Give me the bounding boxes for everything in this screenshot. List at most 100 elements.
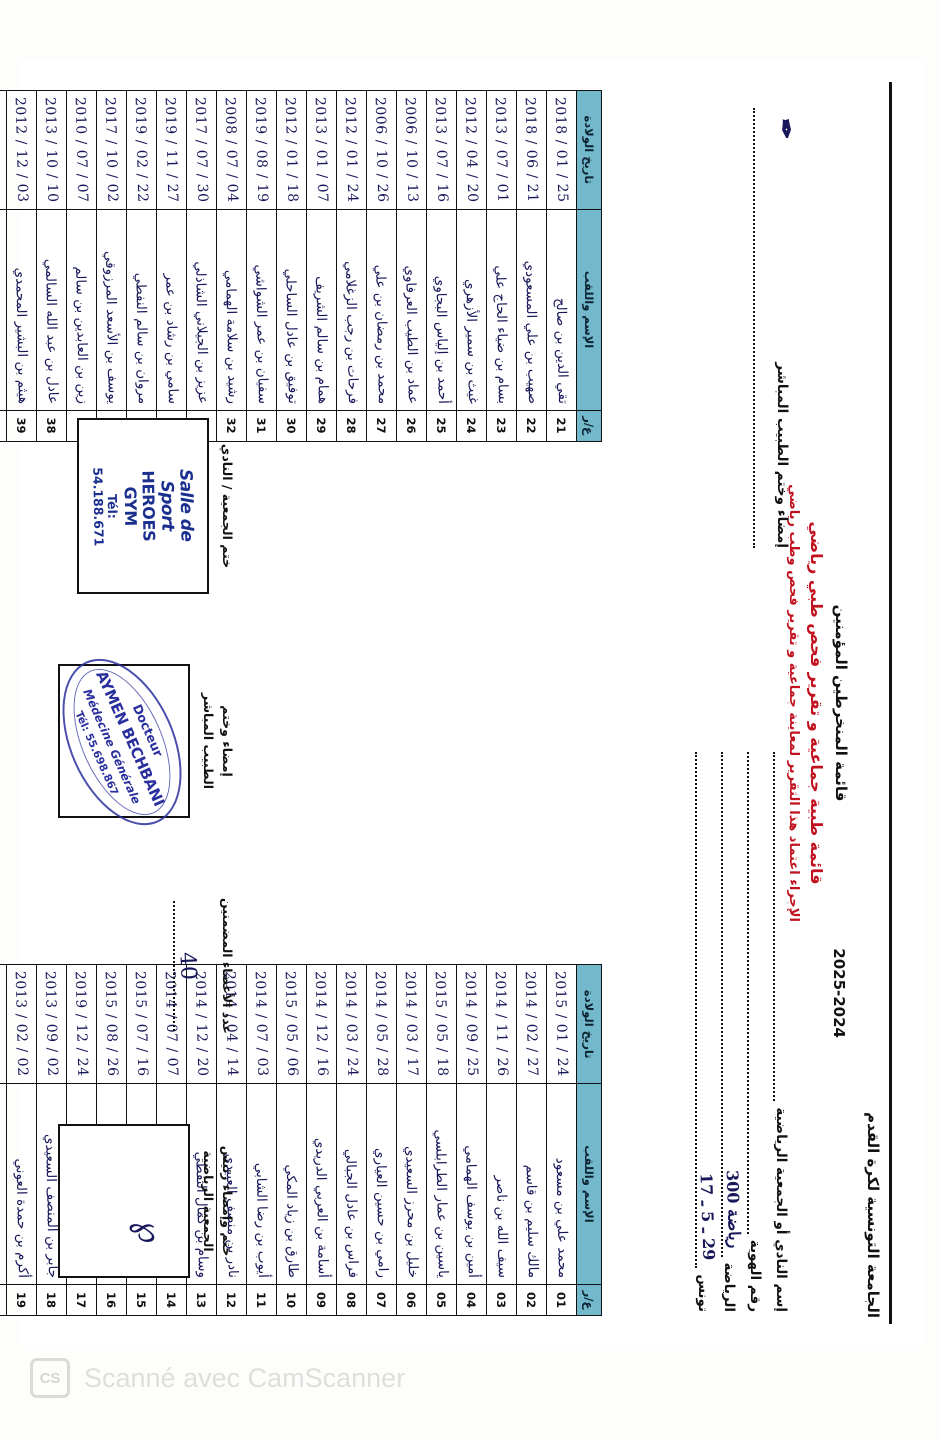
cell-name: ماهر بن يوسف الطرابلسي (0, 1083, 7, 1284)
field-input-id[interactable] (747, 751, 764, 1234)
cell-name: أكرم بن حمدة العوني (6, 1083, 37, 1284)
cell-name-ink: أكرم بن حمدة العوني (12, 1157, 32, 1278)
title-block: قائمة المنخرطين المؤمنين قائمة طبية جماع… (786, 68, 850, 1338)
camscanner-text: Scanné avec CamScanner (84, 1362, 406, 1393)
cell-dob-ink: 03 / 07 / 2014 (252, 970, 271, 1077)
form-title: قائمة المنخرطين المؤمنين (832, 604, 850, 801)
cell-dob-ink: 27 / 02 / 2014 (522, 970, 541, 1077)
table-row: 40ما بن عمار الحسني12 / 06 / 2011 (0, 90, 7, 441)
cell-name-ink: مالك سليم بن قاسم (523, 1163, 542, 1278)
cell-name: مالك سليم بن قاسم (516, 1083, 547, 1284)
cell-num: 40 (0, 409, 7, 441)
field-row-date: تونس 29 ـ 5 ـ 17 (695, 751, 719, 1312)
footer-count-label: عدد الأعضاء المضمنين (220, 897, 235, 1034)
cell-dob: 18 / 05 / 2015 (426, 964, 457, 1083)
physician-signature-ink: ✒ (769, 116, 801, 141)
cell-dob: 18 / 09 / 2012 (0, 964, 7, 1083)
header-name: الإسم واللقب (576, 1083, 602, 1284)
table-row: 27 محمد بن رمضان بن علي 26 / 10 / 2006 (366, 90, 397, 441)
cell-name: ياسين بن عمار الطرابلسي (426, 1083, 457, 1284)
table-row: 26 عماد بن الطيب العرفاوي 13 / 10 / 2006 (396, 90, 427, 441)
cell-name: سيف الله بن ناصر (486, 1083, 517, 1284)
field-label-sport: الرياضة (721, 1262, 737, 1312)
camscanner-icon: CS (30, 1358, 70, 1398)
gym-stamp-box[interactable]: Salle de Sport HEROES GYM Tél: 54.188.67… (77, 417, 210, 594)
cell-dob: 12 / 06 / 2011 (0, 90, 7, 209)
footer-count-value: 40 (174, 950, 201, 981)
cell-dob: 28 / 05 / 2014 (366, 964, 397, 1083)
cell-dob-ink: 06 / 05 / 2015 (282, 970, 301, 1077)
field-input-club[interactable] (773, 751, 790, 1101)
table-row: 05 ياسين بن عمار الطرابلسي 18 / 05 / 2015 (426, 964, 457, 1315)
cell-num: 30 (276, 409, 307, 441)
cell-name-ink: غيث بن سمير الأزهري (462, 277, 482, 404)
cell-num: 28 (336, 409, 367, 441)
cell-name-ink: فرحات بن رجب الزغلامي (342, 259, 362, 404)
cell-dob-ink: 12 / 06 / 2011 (0, 90, 1, 208)
field-row-club: إسم النادي أو الجمعية الرياضية (773, 751, 790, 1312)
cell-name-ink: طارق بن زياد المكي (283, 1163, 302, 1278)
field-row-id: رقم الهوية (747, 751, 764, 1312)
cell-dob-ink: 26 / 11 / 2014 (492, 970, 511, 1077)
president-signature-ink: ℘ (127, 1214, 172, 1247)
cell-num: 39 (6, 409, 37, 441)
footer-president-label: ختم وإمضاء رئيس الجمعية الرياضية (201, 1145, 235, 1256)
footer-count-field[interactable]: 40 (173, 900, 210, 1031)
cell-dob: 20 / 04 / 2012 (456, 90, 487, 209)
cell-dob-ink: 18 / 01 / 2012 (282, 96, 301, 203)
cell-name-ink: هيثم بن البشير المحمدي (12, 266, 32, 404)
header-num: ع/ر (576, 1284, 602, 1315)
cell-dob: 18 / 01 / 2012 (276, 90, 307, 209)
cell-name-ink: توفيق بن عادل الساحلي (282, 267, 302, 404)
president-signature-box[interactable]: ℘ (58, 1123, 191, 1278)
cell-dob: 17 / 03 / 2014 (396, 964, 427, 1083)
gym-stamp-line1: Salle de Sport (156, 468, 197, 542)
gym-stamp-line3: Tél: 54.188.671 (90, 466, 121, 546)
physician-signature-label: إمضاء وختم الطبيب المباشر (774, 361, 790, 548)
cell-name-ink: ماهر بن يوسف الطرابلسي (0, 1083, 2, 1283)
field-label-date: تونس (695, 1273, 711, 1312)
cell-name: أمين بن يوسف الهمامي (456, 1083, 487, 1284)
cell-num: 22 (516, 409, 547, 441)
cell-name-ink: سفيان بن عمر الشواشي (252, 263, 272, 404)
cell-dob: 24 / 03 / 2014 (336, 964, 367, 1083)
table-header-row: ع/ر الإسم واللقب تاريخ الولادة (576, 964, 602, 1315)
cell-name: أحمد بن إلياس البجاوي (426, 208, 457, 410)
header-dob: تاريخ الولادة (576, 90, 602, 209)
cell-num: 24 (456, 409, 487, 441)
cell-name: خليل بن محرز السعيدي (396, 1083, 427, 1284)
cell-name: سفيان بن عمر الشواشي (246, 208, 277, 410)
table-row: 19 أكرم بن حمدة العوني 02 / 02 / 2013 (6, 964, 37, 1315)
field-value-date: 29 ـ 5 ـ 17 (696, 1172, 719, 1261)
cell-name-ink: أسامة بن العربي الدريدي (312, 1137, 332, 1278)
field-input-sport[interactable]: رياضة 300 (721, 751, 744, 1257)
cell-name-ink: خليل بن محرز السعيدي (402, 1145, 422, 1278)
field-input-date[interactable]: 29 ـ 5 ـ 17 (695, 751, 719, 1268)
doctor-stamp-box[interactable]: Docteur AYMEN BECHBANI Médecine Générale… (39, 639, 206, 844)
field-label-club: إسم النادي أو الجمعية الرياضية (773, 1106, 789, 1312)
footer-count-cell: عدد الأعضاء المضمنين 40 (56, 866, 236, 1066)
table-row: 08 فراس بن عادل الجبالي 24 / 03 / 2014 (336, 964, 367, 1315)
cell-dob-ink: 20 / 04 / 2012 (462, 96, 481, 203)
cell-name-ink: سيف الله بن ناصر (493, 1174, 512, 1278)
physician-signature-line[interactable]: ✒ (753, 107, 801, 548)
cell-name-ink: صهيب بن علي المسعودي (522, 259, 542, 404)
table-row: 06 خليل بن محرز السعيدي 17 / 03 / 2014 (396, 964, 427, 1315)
cell-dob: 02 / 02 / 2013 (6, 964, 37, 1083)
cell-name-ink: همام بن سالم الشريف (312, 274, 332, 404)
table-row: 39 هيثم بن البشير المحمدي 03 / 12 / 2012 (6, 90, 37, 441)
cell-dob-ink: 25 / 09 / 2014 (462, 970, 481, 1077)
cell-name: توفيق بن عادل الساحلي (276, 208, 307, 410)
cell-name: غيث بن سمير الأزهري (456, 208, 487, 410)
table-row: 03 سيف الله بن ناصر 26 / 11 / 2014 (486, 964, 517, 1315)
footer-president-cell: ختم وإمضاء رئيس الجمعية الرياضية ℘ (56, 1086, 236, 1316)
cell-name: أسامة بن العربي الدريدي (306, 1083, 337, 1284)
table-row: 07 رامي بن حسين العياري 28 / 05 / 2014 (366, 964, 397, 1315)
cell-dob: 19 / 08 / 2019 (246, 90, 277, 209)
cell-dob-ink: 26 / 10 / 2006 (372, 96, 391, 203)
paper-sheet: الجامعة التونسية لكرة القدم 2025-2024 قا… (0, 60, 922, 1345)
cell-dob: 03 / 07 / 2014 (246, 964, 277, 1083)
cell-dob: 16 / 07 / 2013 (426, 90, 457, 209)
cell-dob-ink: 28 / 05 / 2014 (372, 970, 391, 1077)
